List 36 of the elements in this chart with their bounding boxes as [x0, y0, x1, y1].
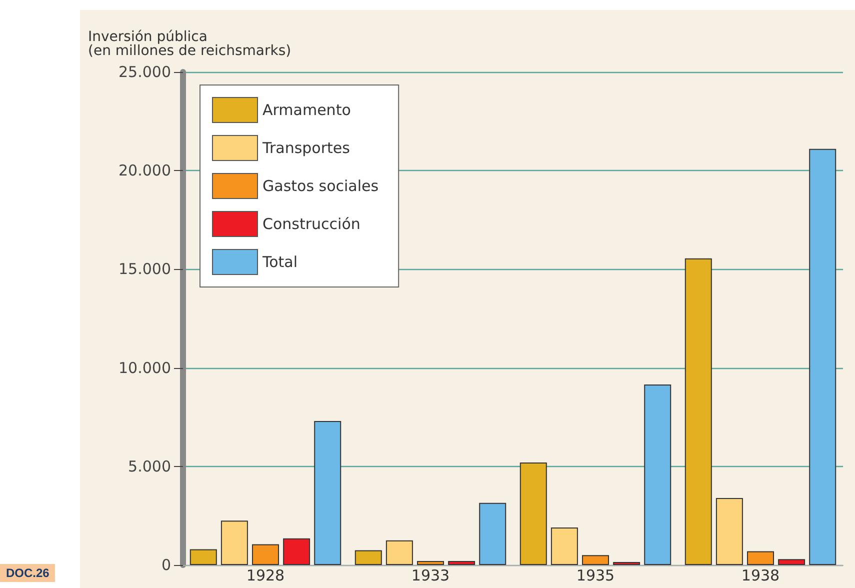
bar: [190, 549, 217, 565]
bar: [809, 148, 836, 565]
bar: [747, 551, 774, 565]
bar: [716, 498, 743, 565]
y-tick-label: 0: [161, 556, 171, 574]
bar: [252, 544, 279, 565]
legend-label: Gastos sociales: [262, 177, 379, 195]
bar: [354, 550, 382, 565]
bar: [520, 462, 547, 565]
bar: [220, 520, 248, 565]
bar: [283, 538, 310, 565]
bar: [479, 502, 506, 565]
x-tick-label: 1928: [246, 566, 285, 584]
bar: [448, 561, 476, 565]
y-tick-label: 10.000: [118, 358, 171, 377]
bar: [314, 421, 342, 565]
y-tick-label: 15.000: [118, 260, 171, 278]
legend-label: Armamento: [262, 101, 351, 119]
y-axis-title: Inversión pública (en millones de reichsmarks): [88, 29, 292, 59]
bar: [550, 528, 578, 565]
bar: [778, 559, 806, 565]
bar: [644, 384, 672, 565]
bar: [417, 561, 444, 565]
x-tick-label: 1935: [576, 566, 615, 584]
bar: [684, 258, 712, 565]
bar: [582, 555, 609, 565]
legend-label: Construcción: [262, 215, 360, 233]
legend-label: Total: [262, 253, 298, 271]
legend-label: Transportes: [262, 139, 350, 157]
y-tick-label: 25.000: [118, 63, 171, 81]
x-tick-label: 1933: [411, 566, 450, 584]
y-tick-label: 5.000: [128, 457, 171, 476]
text: DOC.26: [0, 564, 56, 582]
bar: [386, 540, 413, 565]
x-tick-label: 1938: [741, 566, 780, 584]
y-tick-label: 20.000: [118, 162, 171, 180]
